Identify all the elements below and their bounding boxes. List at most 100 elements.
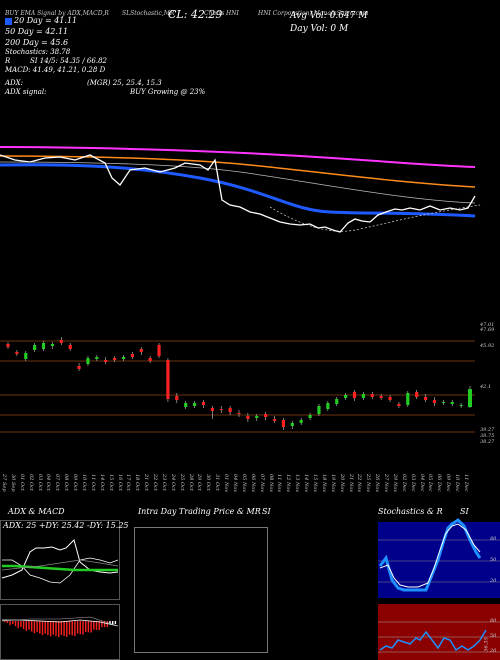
candle-body	[423, 397, 428, 400]
intraday-panel-si: SI	[262, 507, 271, 516]
price-label-38-75: 38.75	[480, 433, 495, 439]
macd-histogram-bar	[60, 621, 63, 635]
macd-histogram-bar	[14, 621, 17, 627]
stochastics-level-80: 80	[490, 536, 497, 542]
macd-histogram-bar	[87, 621, 90, 633]
adx-values: (MGR) 25, 25.4, 15.3	[87, 79, 162, 87]
macd-histogram-bar	[22, 621, 25, 629]
candle-body	[459, 405, 463, 406]
legend-ma20-swatch	[5, 17, 12, 25]
stochastics-panel-si: SI	[460, 507, 469, 516]
candle-body	[264, 414, 268, 417]
macd-histogram-bar	[28, 621, 30, 630]
price-label-42-1: 42.1	[480, 384, 492, 390]
rsi-level-80: 80	[490, 618, 497, 624]
header-close-price: CL: 42.29	[168, 8, 223, 21]
macd-histogram-bar	[41, 621, 44, 636]
ma100-line	[0, 161, 476, 204]
legend-ma20: 20 Day = 41.11	[5, 17, 77, 25]
candle-body	[6, 344, 10, 347]
macd-histogram-bar	[58, 621, 60, 637]
stochastics-value: Stochastics: 38.78	[5, 48, 71, 56]
legend-ma20-label: 20 Day = 41.11	[14, 16, 78, 25]
header-avg-volume: Avg Vol: 0.647 M	[290, 11, 368, 21]
legend-ma50: 50 Day = 42.11	[5, 27, 69, 36]
header-left-line: BUY EMA Signal by ADX,MACD,R	[5, 10, 109, 17]
candle-body	[148, 358, 152, 361]
macd-histogram-bar	[36, 621, 38, 632]
candle-body	[344, 395, 348, 398]
candle-body	[219, 409, 223, 410]
rsi-line	[379, 629, 487, 652]
candle-body	[77, 366, 81, 369]
macd-histogram-bar	[63, 621, 65, 636]
candle-body	[335, 399, 339, 404]
candle-body	[255, 416, 259, 418]
rsi-level-20: 20	[490, 648, 497, 654]
macd-histogram-bar	[12, 621, 14, 625]
candle-body	[397, 404, 401, 406]
candle-body	[175, 396, 179, 400]
candle-body	[228, 408, 232, 412]
candle-body	[370, 394, 374, 397]
macd-histogram-bar	[66, 621, 68, 637]
macd-histogram-bar	[25, 621, 27, 631]
macd-signal-line	[1, 616, 119, 627]
macd-histogram-bar	[95, 621, 98, 630]
stochastics-k-line	[378, 518, 482, 592]
legend-ma200: 200 Day = 45.6	[5, 38, 69, 47]
macd-histogram-bar	[114, 621, 117, 625]
stochastics-d-line	[379, 523, 481, 588]
candle-body	[86, 358, 90, 364]
macd-histogram-bar	[31, 621, 33, 632]
header-company: HNI Corporation) ManafaSutra.com	[258, 10, 369, 17]
adx-panel-title: ADX & MACD	[8, 507, 65, 516]
candle-body	[272, 419, 277, 421]
candle-body	[50, 344, 55, 346]
candle-body	[41, 343, 46, 349]
macd-histogram-bar	[85, 621, 87, 632]
candle-body	[415, 392, 419, 397]
intraday-panel-title: Intra Day Trading Price & MR	[138, 507, 261, 516]
macd-histogram-bar	[49, 621, 52, 637]
macd-histogram-bar	[44, 621, 46, 634]
candle-body	[210, 408, 214, 411]
ma50-line	[0, 155, 476, 188]
ma200-line	[0, 146, 476, 168]
macd-histogram-bar	[4, 621, 6, 622]
r-label: R	[5, 57, 11, 65]
candle-body	[326, 403, 330, 409]
adx-panel-values: ADX: 25 +DY: 25.42 -DY: 15.25	[3, 521, 129, 530]
header-sls-line: SLStochastic,MR	[122, 10, 175, 17]
candle-body	[290, 423, 294, 426]
macd-histogram-bar	[90, 621, 92, 633]
rsi-level-50: 50	[490, 633, 497, 639]
candle-body	[432, 400, 437, 403]
macd-histogram-bar	[76, 621, 79, 634]
candle-body	[59, 340, 63, 343]
macd-histogram-bar	[106, 621, 108, 628]
candle-body	[121, 357, 126, 359]
header-day-volume: Day Vol: 0 M	[290, 24, 349, 34]
price-close-line	[0, 154, 476, 233]
macd-histogram-bar	[9, 621, 11, 626]
candle-body	[308, 415, 312, 418]
candle-body	[379, 396, 383, 398]
stochastics-level-50: 50	[490, 557, 497, 563]
candle-body	[468, 389, 472, 407]
bollinger-lower-line	[269, 204, 481, 232]
macd-histogram-bar	[79, 621, 81, 635]
candle-body	[361, 394, 365, 398]
price-label-39-27: 39.27	[480, 427, 495, 433]
candle-body	[281, 420, 286, 427]
candle-body	[299, 420, 303, 423]
macd-histogram-bar	[20, 621, 22, 628]
candle-body	[450, 402, 454, 404]
adx-label: ADX:	[5, 79, 24, 87]
candle-body	[104, 360, 108, 362]
macd-histogram-bar	[17, 621, 19, 629]
candle-body	[246, 416, 250, 419]
rsi-value: 56.35	[483, 637, 490, 652]
